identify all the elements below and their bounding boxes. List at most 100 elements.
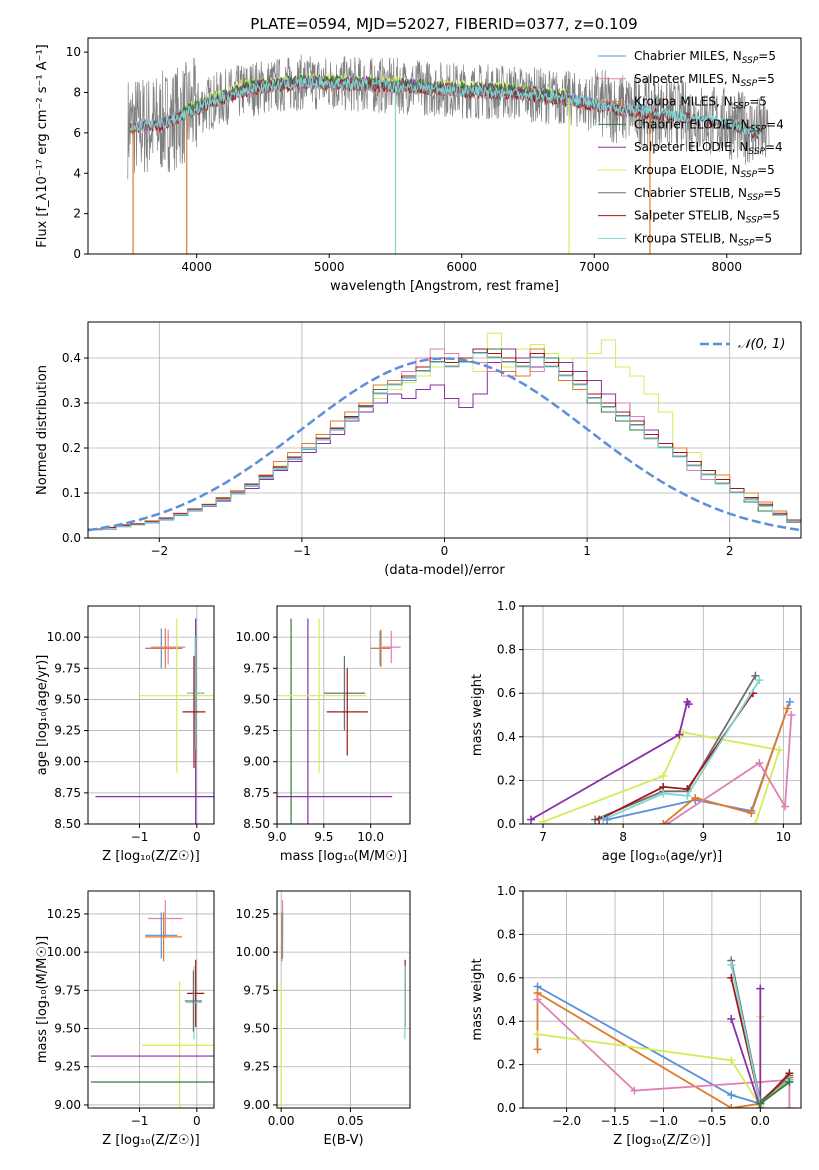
mass_vs_ebv-ytick-label: 9.25 [243, 1060, 270, 1074]
residuals-ylabel: Normed distribution [35, 365, 50, 495]
weights_vs_Z-frame [522, 890, 802, 1109]
weights_vs_age-line-chabrier_stelib [594, 675, 757, 821]
age_vs_Z-frame [87, 605, 215, 825]
mass_vs_ebv-plot-area [280, 900, 406, 1108]
weights_vs_Z-xtick-label: −2.0 [552, 1114, 581, 1128]
spectrum-legend-label: Kroupa STELIB, NSSP=5 [634, 231, 772, 248]
residuals-ytick-label: 0.0 [62, 531, 81, 545]
weights_vs_Z-marker-chabrier_elodie [785, 1077, 794, 1086]
residuals-xtick-label: −2 [150, 544, 168, 558]
age_vs_Z-ytick-label: 10.00 [47, 630, 81, 644]
weights_vs_age-line-salpeter_miles [666, 714, 793, 824]
residuals-xtick-label: 2 [726, 544, 734, 558]
weights_vs_age-ytick-label: 0.0 [497, 817, 516, 831]
spectrum-xtick-label: 5000 [314, 260, 345, 274]
mass_vs_Z-ytick-label: 9.25 [54, 1060, 81, 1074]
weights_vs_Z-ytick-label: 0.4 [497, 1014, 516, 1028]
mass_vs_Z-ytick-label: 9.00 [54, 1098, 81, 1112]
residuals-plot-area [88, 332, 801, 532]
age_vs_mass-ytick-label: 9.25 [243, 724, 270, 738]
weights_vs_age-xlabel: age [log₁₀(age/yr)] [602, 849, 723, 864]
weights_vs_Z-line-chabrier_elodie [759, 1081, 790, 1105]
mass_vs_ebv-xtick-label: 0.00 [268, 1114, 295, 1128]
mass_vs_Z-panel [84, 890, 215, 1112]
residual-hist-kroupa_stelib [88, 353, 801, 531]
weights_vs_Z-ytick-label: 0.2 [497, 1058, 516, 1072]
residuals-ytick-label: 0.1 [62, 486, 81, 500]
weights_vs_Z-xtick-label: 0.0 [751, 1114, 770, 1128]
mass_vs_Z-ytick-label: 9.75 [54, 983, 81, 997]
spectrum-legend-label: Chabrier MILES, NSSP=5 [634, 49, 776, 66]
weights_vs_Z-marker-kroupa_stelib [727, 960, 736, 969]
age_vs_Z-xlabel: Z [log₁₀(Z/Z☉)] [102, 849, 199, 864]
weights_vs_age-marker-kroupa_miles [747, 809, 756, 818]
spectrum-ytick-label: 6 [73, 126, 81, 140]
weights_vs_age-marker-salpeter_elodie [527, 815, 536, 824]
weights_vs_Z-marker-kroupa_miles [533, 1045, 542, 1054]
normal-curve [88, 357, 801, 532]
mass_vs_ebv-frame [276, 890, 411, 1109]
weights_vs_Z-line-salpeter_elodie [730, 988, 762, 1108]
spectrum-ytick-label: 0 [73, 247, 81, 261]
weights_vs_age-marker-kroupa_miles [783, 704, 792, 713]
age_vs_mass-ytick-label: 8.75 [243, 786, 270, 800]
residuals-panel [84, 321, 802, 542]
weights_vs_age-ytick-label: 0.8 [497, 643, 516, 657]
age_vs_Z-ytick-label: 9.00 [54, 755, 81, 769]
age_vs_mass-xtick-label: 9.5 [314, 830, 333, 844]
age_vs_mass-ytick-label: 9.50 [243, 692, 270, 706]
weights_vs_Z-ytick-label: 1.0 [497, 884, 516, 898]
age_vs_mass-ytick-label: 9.75 [243, 661, 270, 675]
spectrum-legend-label: Salpeter STELIB, NSSP=5 [634, 209, 780, 226]
weights_vs_age-line-kroupa_stelib [602, 679, 761, 821]
weights_vs_age-xtick-label: 9 [699, 830, 707, 844]
spectrum-plot-area [127, 54, 770, 254]
age_vs_Z-plot-area [95, 618, 214, 824]
age_vs_mass-panel [273, 605, 411, 828]
weights_vs_age-marker-kroupa_stelib [755, 676, 764, 685]
weights_vs_Z-xtick-label: −0.5 [697, 1114, 726, 1128]
age_vs_Z-ytick-label: 8.75 [54, 786, 81, 800]
spectrum-ytick-label: 10 [66, 45, 81, 59]
spectrum-xtick-label: 8000 [712, 260, 743, 274]
residuals-ytick-label: 0.2 [62, 441, 81, 455]
spectrum-frame [87, 37, 802, 255]
weights_vs_Z-xtick-label: −1.0 [649, 1114, 678, 1128]
weights_vs_age-plot-area [527, 671, 796, 824]
weights_vs_age-ylabel: mass weight [470, 674, 485, 756]
weights_vs_age-line-salpeter_elodie [530, 699, 690, 821]
mass_vs_Z-xtick-label: 0 [193, 1114, 201, 1128]
mass_vs_Z-xtick-label: −1 [131, 1114, 149, 1128]
weights_vs_age-marker-kroupa_elodie [539, 817, 548, 824]
weights_vs_age-marker-kroupa_stelib [659, 789, 668, 798]
mass_vs_ebv-ytick-label: 10.00 [236, 945, 270, 959]
weights_vs_age-xtick-label: 10 [776, 830, 791, 844]
weights_vs_Z-marker-kroupa_elodie [727, 1056, 736, 1065]
mass_vs_ebv-xtick-label: 0.05 [337, 1114, 364, 1128]
weights_vs_Z-marker-salpeter_elodie [727, 1015, 736, 1024]
age_vs_mass-ytick-label: 10.00 [236, 630, 270, 644]
weights_vs_age-marker-chabrier_miles [785, 697, 794, 706]
mass_vs_ebv-ytick-label: 9.50 [243, 1022, 270, 1036]
weights_vs_age-marker-salpeter_miles [755, 758, 764, 767]
weights_vs_Z-marker-salpeter_miles [630, 1086, 639, 1095]
age_vs_mass-ytick-label: 9.00 [243, 755, 270, 769]
spectrum-legend-label: Chabrier STELIB, NSSP=5 [634, 186, 781, 203]
weights_vs_age-ytick-label: 1.0 [497, 599, 516, 613]
age_vs_Z-ylabel: age [log₁₀(age/yr)] [35, 655, 50, 776]
mass_vs_Z-frame [87, 890, 215, 1109]
mass_vs_ebv-ytick-label: 10.25 [236, 907, 270, 921]
weights_vs_Z-ylabel: mass weight [470, 958, 485, 1040]
mass_vs_Z-xlabel: Z [log₁₀(Z/Z☉)] [102, 1133, 199, 1148]
age_vs_mass-frame [276, 605, 411, 825]
weights_vs_age-marker-chabrier_stelib [751, 671, 760, 680]
mass_vs_Z-ytick-label: 10.25 [47, 907, 81, 921]
age_vs_Z-ytick-label: 9.25 [54, 724, 81, 738]
spectrum-xtick-label: 4000 [181, 260, 212, 274]
spectrum-legend-label: Kroupa ELODIE, NSSP=5 [634, 163, 775, 180]
mass_vs_Z-ylabel: mass [log₁₀(M/M☉)] [35, 936, 50, 1063]
age_vs_mass-xlabel: mass [log₁₀(M/M☉)] [280, 849, 407, 864]
mass_vs_ebv-ytick-label: 9.00 [243, 1098, 270, 1112]
weights_vs_Z-ytick-label: 0.6 [497, 971, 516, 985]
weights_vs_age-marker-salpeter_miles [787, 711, 796, 719]
